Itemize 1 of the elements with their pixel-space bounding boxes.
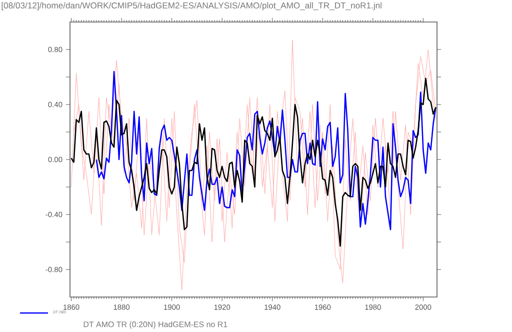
chart-title: [08/03/12]/home/dan/WORK/CMIP5/HadGEM2-ES/ANALYSIS/AMO/plot_AMO_all_TR_DT_noR1.jnl: [2, 2, 382, 10]
